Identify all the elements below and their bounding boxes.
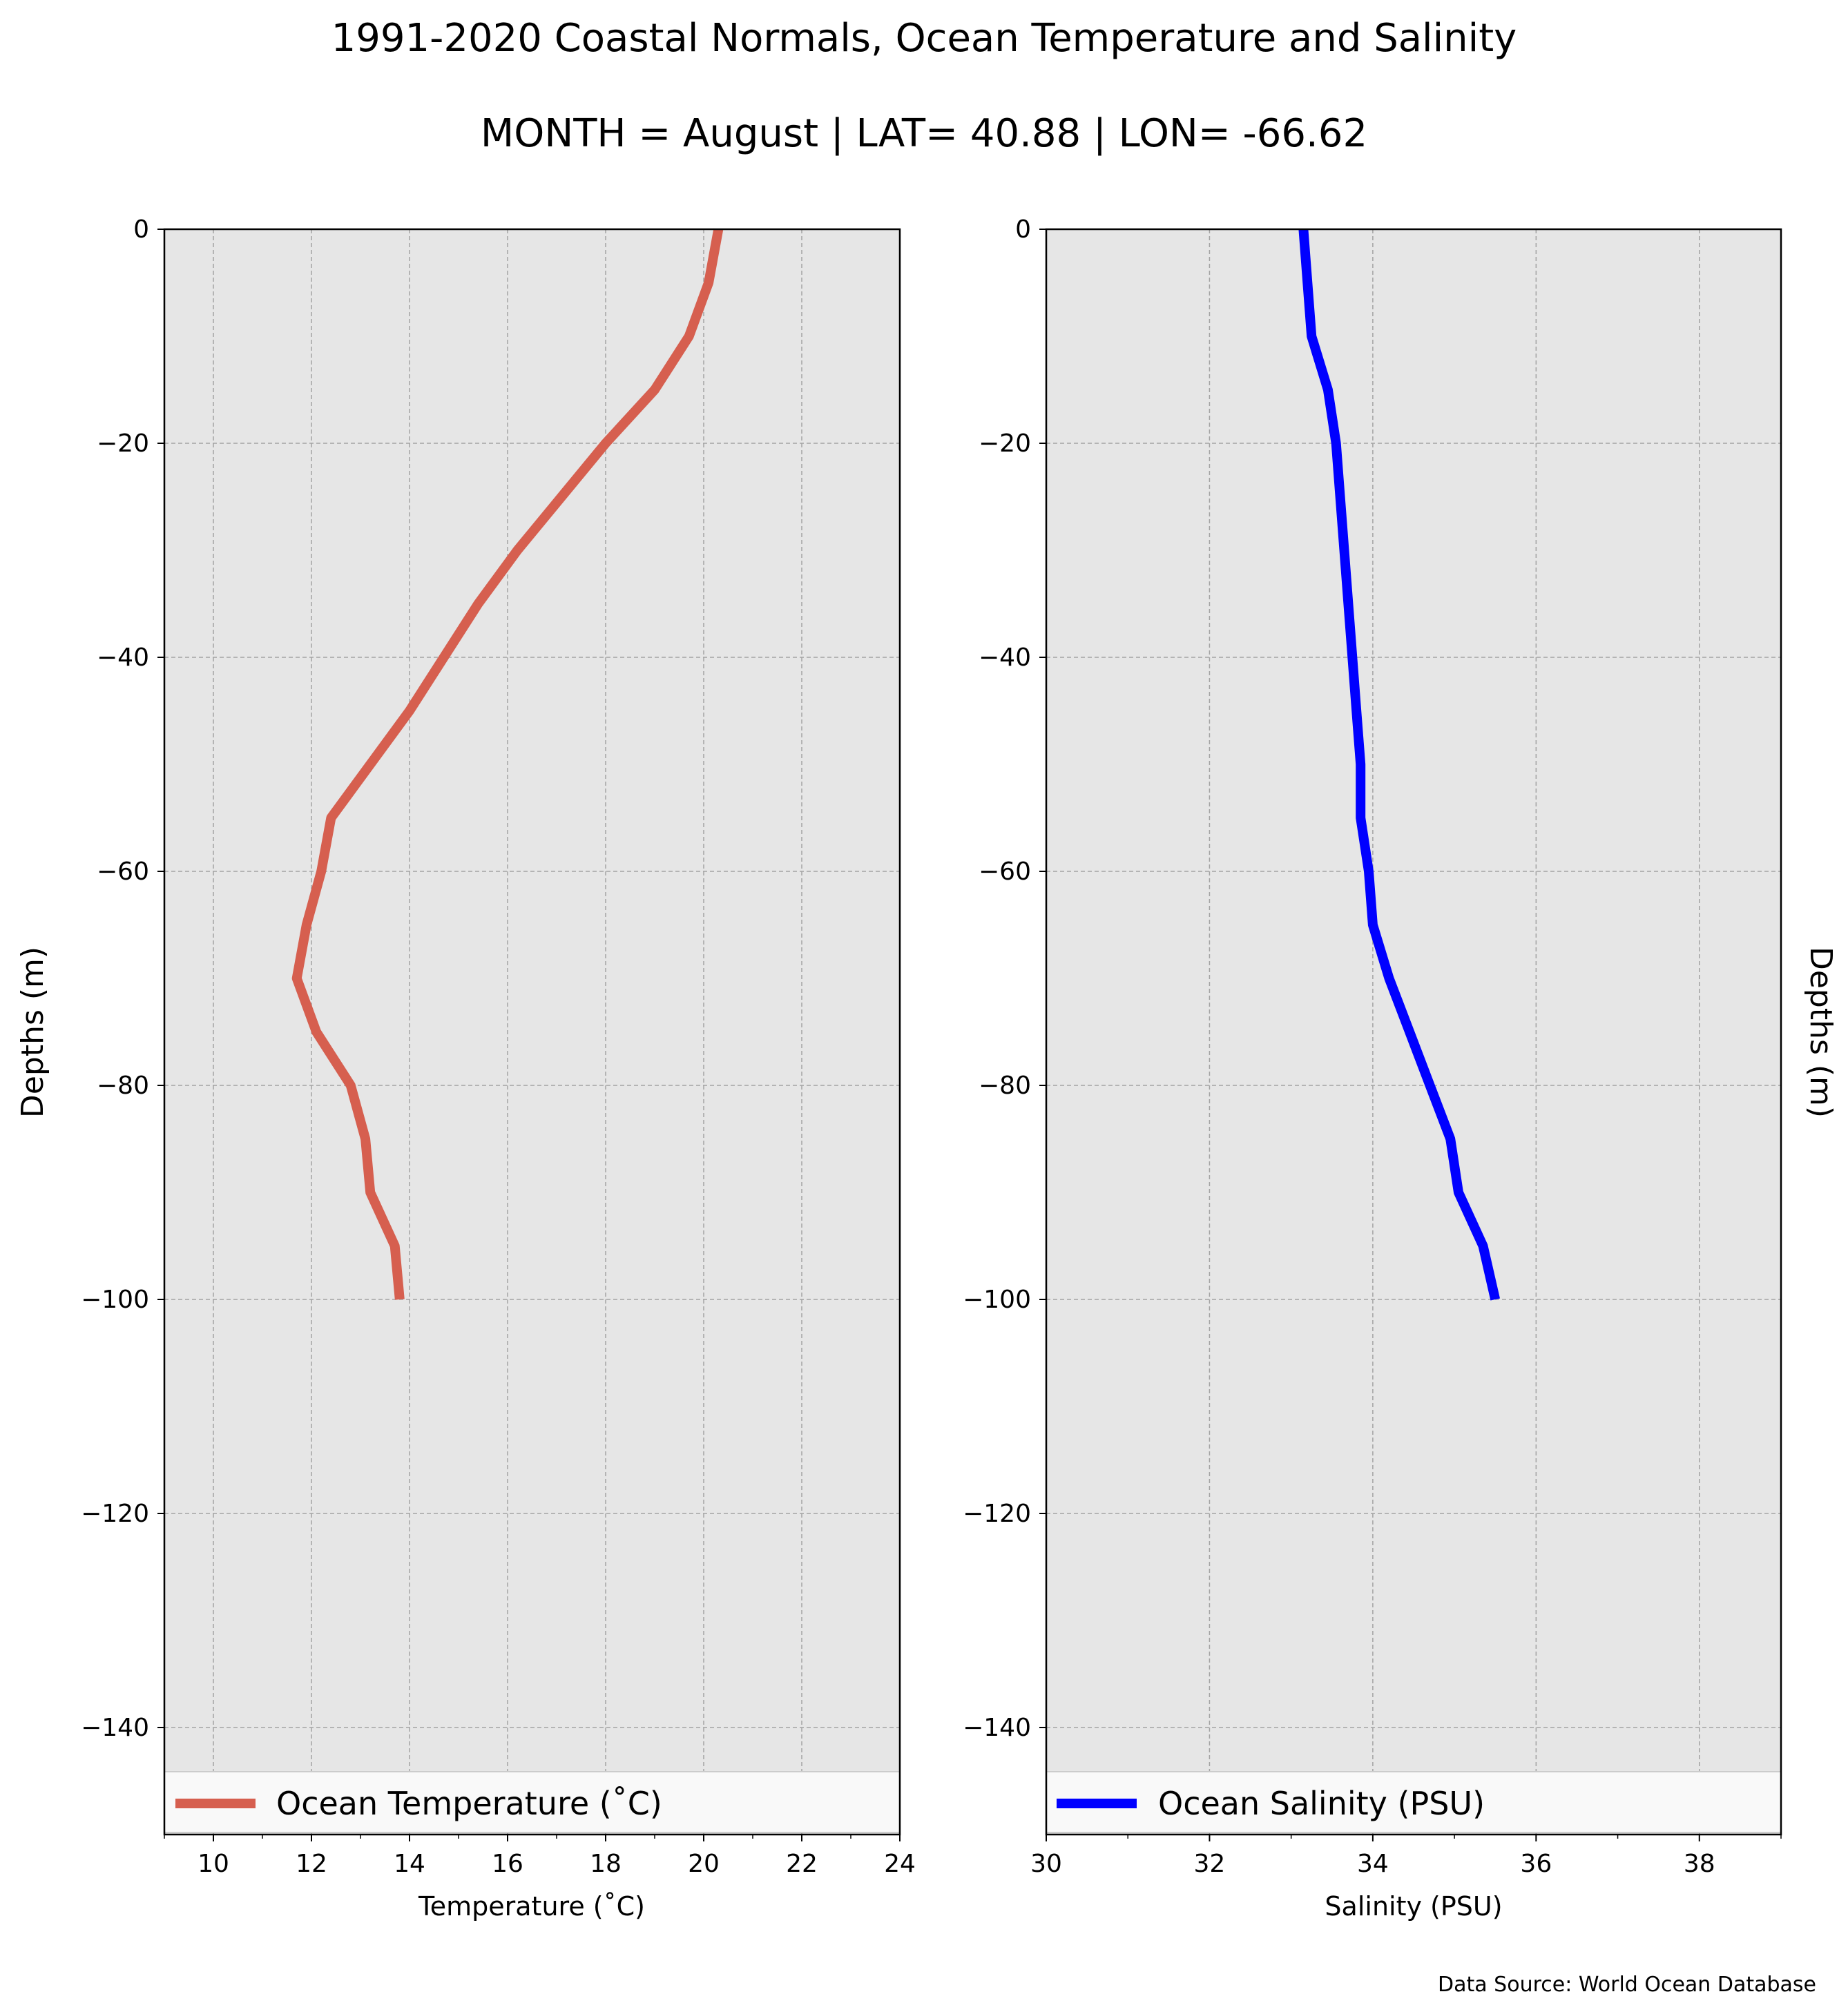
salinity-ticks: 30 32 34 36 38 0 −20 −40 −60 −80 −100 −120 −140 <box>963 215 1782 1878</box>
temperature-axes-frame <box>163 228 901 1836</box>
temperature-plot-area <box>164 229 900 1835</box>
salinity-axes-frame <box>1045 228 1782 1836</box>
salinity-series-line <box>1298 229 1501 1301</box>
salinity-x-tick-label: 32 <box>1194 1850 1226 1878</box>
salinity-x-tick-label: 36 <box>1520 1850 1552 1878</box>
temperature-y-tick-label: −120 <box>81 1500 149 1528</box>
salinity-legend: Ocean Salinity (PSU) <box>1046 1771 1782 1833</box>
temperature-x-tick-label: 20 <box>688 1850 720 1878</box>
temperature-y-tick-label: −20 <box>97 429 149 458</box>
temperature-x-tick-label: 24 <box>884 1850 916 1878</box>
temperature-series-group <box>291 228 724 1300</box>
temperature-legend: Ocean Temperature (˚C) <box>164 1771 901 1833</box>
temperature-x-tick-label: 12 <box>296 1850 327 1878</box>
salinity-panel: Ocean Salinity (PSU) 30 32 34 36 38 0 −20 −40 −6… <box>963 215 1838 1922</box>
salinity-legend-label: Ocean Salinity (PSU) <box>1158 1785 1485 1822</box>
salinity-x-tick-label: 34 <box>1357 1850 1389 1878</box>
salinity-y-tick-label: −100 <box>963 1286 1031 1314</box>
salinity-y-tick-label: −60 <box>979 858 1031 886</box>
temperature-x-axis-label: Temperature (˚C) <box>418 1891 645 1922</box>
figure-subtitle: MONTH = August | LAT= 40.88 | LON= -66.6… <box>481 111 1367 156</box>
salinity-y-tick-label: −80 <box>979 1072 1031 1100</box>
salinity-y-tick-label: 0 <box>1015 215 1031 244</box>
salinity-x-axis-label: Salinity (PSU) <box>1325 1891 1502 1922</box>
salinity-y-tick-label: −20 <box>979 429 1031 458</box>
temperature-ticks: 10 12 14 16 18 20 22 24 0 −20 −40 −60 −80 −100 −120 −14… <box>81 215 916 1878</box>
temperature-series-line <box>291 228 724 1300</box>
salinity-y-tick-label: −120 <box>963 1500 1031 1528</box>
temperature-y-tick-label: −80 <box>97 1072 149 1100</box>
temperature-legend-box <box>164 1771 901 1833</box>
salinity-legend-box <box>1046 1771 1782 1833</box>
temperature-legend-label: Ocean Temperature (˚C) <box>276 1785 662 1822</box>
salinity-y-tick-label: −140 <box>963 1714 1031 1742</box>
temperature-y-tick-label: −140 <box>81 1714 149 1742</box>
temperature-x-tick-label: 16 <box>492 1850 523 1878</box>
salinity-x-tick-label: 30 <box>1030 1850 1062 1878</box>
temperature-y-tick-label: 0 <box>133 215 149 244</box>
temperature-x-tick-label: 22 <box>786 1850 818 1878</box>
temperature-x-tick-label: 14 <box>394 1850 425 1878</box>
temperature-y-tick-label: −60 <box>97 858 149 886</box>
figure-title: 1991-2020 Coastal Normals, Ocean Tempera… <box>331 16 1517 61</box>
salinity-x-tick-label: 38 <box>1684 1850 1715 1878</box>
temperature-y-tick-label: −40 <box>97 644 149 672</box>
salinity-y-axis-label: Depths (m) <box>1803 947 1838 1118</box>
data-source-note: Data Source: World Ocean Database <box>1438 1973 1816 1997</box>
temperature-y-tick-label: −100 <box>81 1286 149 1314</box>
temperature-y-axis-label: Depths (m) <box>15 947 50 1118</box>
temperature-x-tick-label: 18 <box>590 1850 622 1878</box>
salinity-y-tick-label: −40 <box>979 644 1031 672</box>
salinity-series-group <box>1298 229 1501 1301</box>
temperature-x-tick-label: 10 <box>198 1850 229 1878</box>
temperature-panel: Ocean Temperature (˚C) 10 12 14 16 18 20 22 24 0… <box>15 215 916 1922</box>
